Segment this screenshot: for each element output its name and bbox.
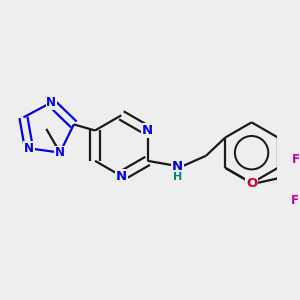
Text: N: N [55, 146, 65, 159]
Text: N: N [24, 142, 34, 155]
Text: N: N [46, 96, 56, 109]
Text: F: F [292, 154, 300, 166]
Text: F: F [291, 194, 299, 207]
Text: H: H [173, 172, 183, 182]
Text: N: N [116, 169, 127, 182]
Text: O: O [246, 177, 257, 190]
Text: N: N [142, 124, 153, 137]
Text: N: N [172, 160, 183, 172]
